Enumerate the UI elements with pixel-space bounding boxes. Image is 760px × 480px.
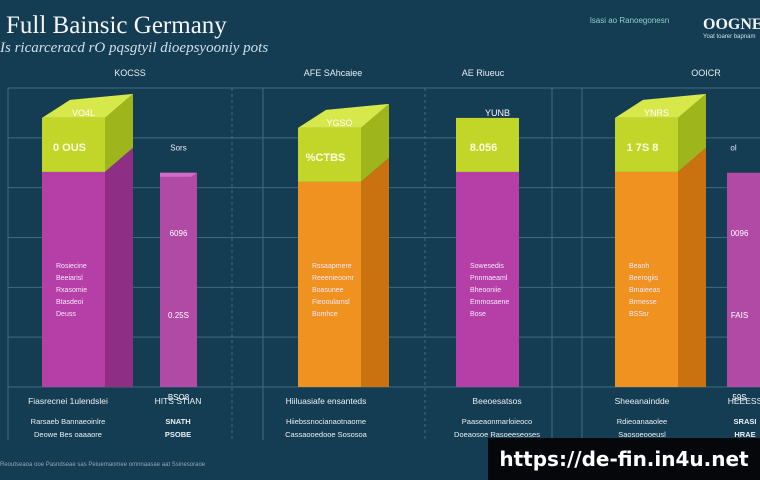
bar-body-side bbox=[678, 147, 706, 387]
chart-title: Full Bainsic Germany bbox=[6, 12, 227, 39]
bar-cap-side bbox=[105, 93, 133, 172]
bar-body bbox=[615, 171, 678, 387]
footer-label: Sheeanaindde bbox=[615, 396, 670, 406]
bar-inner-label: Brmesse bbox=[629, 299, 657, 306]
bar-inner-label: Sowesedis bbox=[470, 263, 504, 270]
bar-cap-side bbox=[361, 103, 389, 182]
watermark-url[interactable]: https://de-fin.in4u.net bbox=[488, 438, 760, 480]
secondary-bar bbox=[160, 172, 197, 387]
bar-body bbox=[42, 171, 105, 387]
footer-label: HRAE bbox=[734, 430, 755, 439]
bar-body bbox=[456, 171, 519, 387]
bar-inner-label: Rssaapmere bbox=[312, 263, 352, 270]
footer-label: Saosoeooeusl bbox=[618, 430, 666, 439]
bar-inner-label: Deuss bbox=[56, 311, 76, 318]
bar-inner-label: Bomhce bbox=[312, 311, 338, 318]
category-label: OOICR bbox=[691, 68, 721, 78]
secondary-bar-top bbox=[160, 172, 197, 177]
bar-cap-top bbox=[298, 103, 389, 128]
secondary-bar bbox=[727, 172, 760, 387]
brand-tagline: Yoat toarer bapnam bbox=[703, 34, 756, 40]
footer-label: Cassaooedooe Sososoa bbox=[285, 430, 368, 439]
bar-inner-label: Rosiecine bbox=[56, 263, 87, 270]
footer-label: Hiiebssnocianaotnaome bbox=[286, 417, 366, 426]
bar-cap-top bbox=[615, 93, 706, 118]
secondary-value-label: 59S bbox=[732, 393, 746, 402]
bar-body bbox=[298, 181, 361, 387]
bar-inner-label: Bheooniie bbox=[470, 287, 501, 294]
footer-label: SRASI bbox=[734, 417, 757, 426]
chart-subtitle: Is ricarceracd rO pqsgtyil dioepsyooniy … bbox=[0, 40, 269, 56]
footer-label: Hiiluasiafe ensanteds bbox=[286, 396, 367, 406]
bar-cap bbox=[298, 127, 361, 182]
bar-inner-label: Emmosaene bbox=[470, 299, 509, 306]
footer-label: HITS STIAN bbox=[155, 396, 202, 406]
secondary-value-label: FAIS bbox=[731, 311, 748, 320]
bar-cap bbox=[42, 117, 105, 172]
category-label: KOCSS bbox=[114, 68, 146, 78]
secondary-top-label: Sors bbox=[170, 144, 186, 153]
bar-cap bbox=[615, 117, 678, 172]
bar-inner-label: Bose bbox=[470, 311, 486, 318]
bar-inner-label: Beeiarisl bbox=[56, 275, 83, 282]
secondary-value-label: 6096 bbox=[170, 229, 188, 238]
bar-value-label: 8.056 bbox=[470, 142, 498, 154]
footer-label: Rdieoanaaolee bbox=[617, 417, 667, 426]
bar-inner-label: Boasunee bbox=[312, 287, 344, 294]
bar-value-label: 1 7S 8 bbox=[627, 142, 659, 154]
bar-inner-label: Btasdeoi bbox=[56, 299, 84, 306]
category-label: AE Riueuc bbox=[462, 68, 505, 78]
secondary-top-label: ol bbox=[730, 144, 736, 153]
bar-inner-label: Fieooulamsl bbox=[312, 299, 350, 306]
bar-inner-label: Rxasomie bbox=[56, 287, 87, 294]
bar-inner-label: Pnnmaeaml bbox=[470, 275, 508, 282]
bar-body-side bbox=[105, 147, 133, 387]
bar-cap-label: YGSO bbox=[326, 118, 352, 128]
bar-cap bbox=[456, 117, 519, 172]
bar-cap-side bbox=[678, 93, 706, 172]
bar-inner-label: Reeenieoomr bbox=[312, 275, 355, 282]
bar-cap-label: YUNB bbox=[485, 108, 510, 118]
footer-label: Paaseaonmarloieoco bbox=[462, 417, 532, 426]
bar-cap-label: YNRS bbox=[644, 108, 669, 118]
bar-inner-label: Beanh bbox=[629, 263, 649, 270]
footer-label: Doeaosoe Rasoeeseoses bbox=[454, 430, 540, 439]
bar-cap-label: VO4L bbox=[72, 108, 95, 118]
secondary-value-label: 0096 bbox=[731, 229, 749, 238]
bar-inner-label: Beerogiis bbox=[629, 275, 659, 282]
footer-strip-text: Reoutseaoa ooe Pasndseae sas Peiuemaomee… bbox=[0, 462, 206, 468]
footer-label: PSOBE bbox=[165, 430, 191, 439]
bar-inner-label: Bmaieeas bbox=[629, 287, 661, 294]
footer-label: HEEESS bbox=[728, 396, 760, 406]
bar-cap-top bbox=[42, 93, 133, 118]
secondary-value-label: 0.25S bbox=[168, 311, 189, 320]
footer-label: Beeoesatsos bbox=[472, 396, 521, 406]
bar-value-label: %CTBS bbox=[306, 152, 346, 164]
footer-label: SNATH bbox=[165, 417, 190, 426]
category-label: AFE SAhcaiee bbox=[304, 68, 363, 78]
bar-body-side bbox=[361, 157, 389, 387]
brand-logo-text: OOGNE bbox=[703, 16, 760, 33]
bar-value-label: 0 OUS bbox=[53, 142, 86, 154]
footer-label: Fiasrecnei 1ulendslei bbox=[28, 396, 108, 406]
footer-label: Rarsaeb Bannaeoinlre bbox=[31, 417, 106, 426]
corner-caption: lsasi ao Ranoegonesn bbox=[590, 16, 670, 25]
footer-label: Deowe Bes oaaaore bbox=[34, 430, 102, 439]
bar-inner-label: BSSsr bbox=[629, 311, 650, 318]
secondary-value-label: BSO8 bbox=[168, 393, 190, 402]
